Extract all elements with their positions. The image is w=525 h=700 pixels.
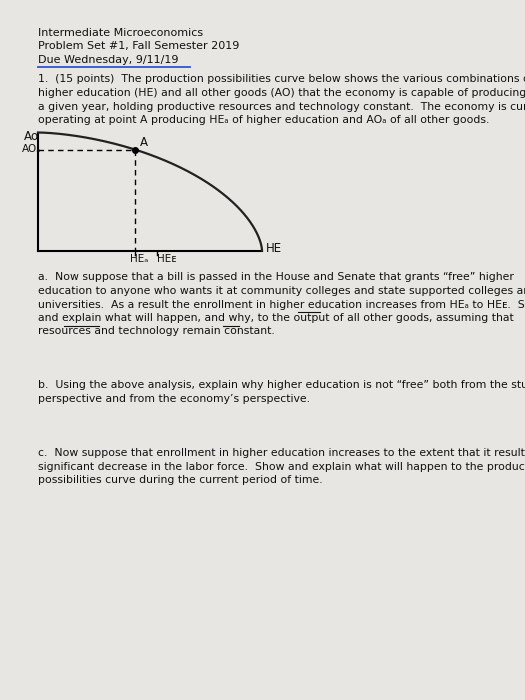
Text: universities.  As a result the enrollment in higher education increases from HEₐ: universities. As a result the enrollment…	[38, 300, 525, 309]
Text: HEₐ: HEₐ	[130, 255, 149, 265]
Text: HEᴇ: HEᴇ	[158, 255, 177, 265]
Text: higher education (HE) and all other goods (AO) that the economy is capable of pr: higher education (HE) and all other good…	[38, 88, 525, 98]
Text: HE: HE	[266, 242, 282, 256]
Text: education to anyone who wants it at community colleges and state supported colle: education to anyone who wants it at comm…	[38, 286, 525, 296]
Text: and explain what will happen, and why, to the output of all other goods, assumin: and explain what will happen, and why, t…	[38, 313, 514, 323]
Text: significant decrease in the labor force.  Show and explain what will happen to t: significant decrease in the labor force.…	[38, 461, 525, 472]
Text: possibilities curve during the current period of time.: possibilities curve during the current p…	[38, 475, 323, 485]
Text: a.  Now suppose that a bill is passed in the House and Senate that grants “free”: a. Now suppose that a bill is passed in …	[38, 272, 514, 283]
Text: 1.  (15 points)  The production possibilities curve below shows the various comb: 1. (15 points) The production possibilit…	[38, 74, 525, 85]
Text: Problem Set #1, Fall Semester 2019: Problem Set #1, Fall Semester 2019	[38, 41, 239, 52]
Text: c.  Now suppose that enrollment in higher education increases to the extent that: c. Now suppose that enrollment in higher…	[38, 448, 525, 458]
Text: resources and technology remain constant.: resources and technology remain constant…	[38, 326, 275, 337]
Text: a given year, holding productive resources and technology constant.  The economy: a given year, holding productive resourc…	[38, 102, 525, 111]
Text: A: A	[140, 136, 148, 148]
Text: perspective and from the economy’s perspective.: perspective and from the economy’s persp…	[38, 394, 310, 404]
Text: Intermediate Microeconomics: Intermediate Microeconomics	[38, 28, 203, 38]
Text: b.  Using the above analysis, explain why higher education is not “free” both fr: b. Using the above analysis, explain why…	[38, 381, 525, 391]
Text: AOₐ: AOₐ	[22, 144, 41, 155]
Text: Aᴏ: Aᴏ	[24, 130, 39, 143]
Text: operating at point A producing HEₐ of higher education and AOₐ of all other good: operating at point A producing HEₐ of hi…	[38, 115, 489, 125]
Text: Due Wednesday, 9/11/19: Due Wednesday, 9/11/19	[38, 55, 178, 65]
